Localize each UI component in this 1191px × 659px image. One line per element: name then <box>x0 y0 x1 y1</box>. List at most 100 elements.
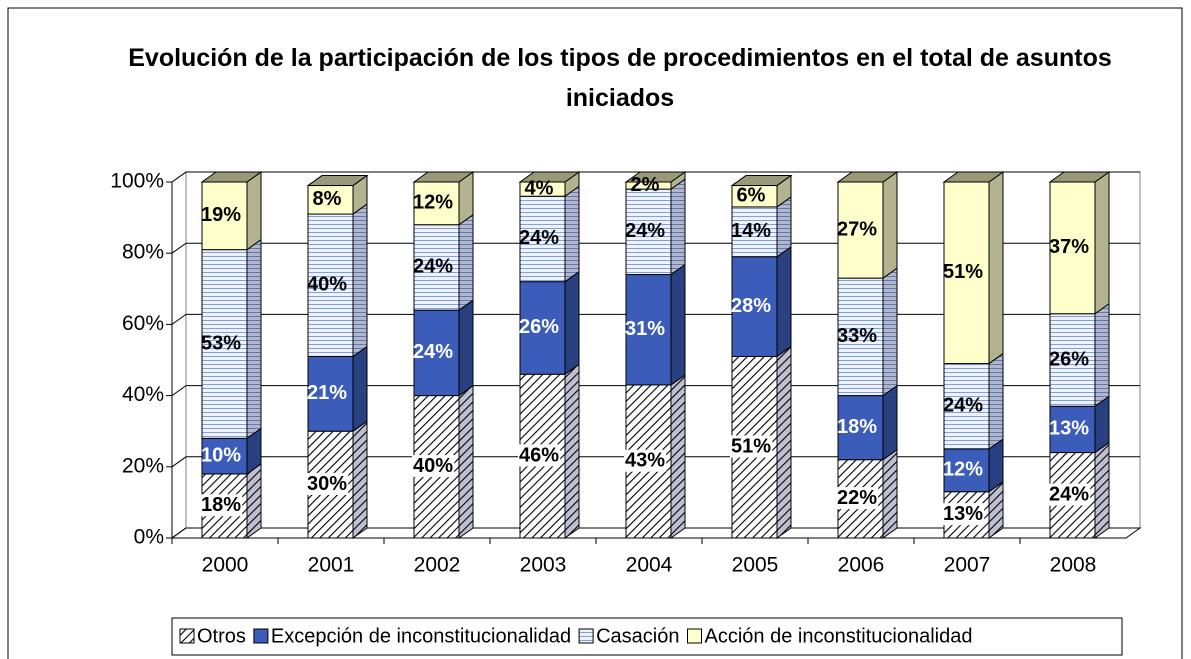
data-label: 33% <box>837 325 877 347</box>
data-label: 19% <box>201 204 241 226</box>
data-label: 4% <box>525 177 554 199</box>
data-label: 12% <box>943 459 983 481</box>
bar-top <box>518 171 581 183</box>
bar-side-shade <box>777 346 791 538</box>
x-tick-label: 2005 <box>732 554 779 577</box>
bar-side-shade <box>565 186 579 282</box>
bar-segment <box>1049 313 1096 407</box>
grid-line <box>171 313 1140 325</box>
bar-side-shade <box>247 463 261 538</box>
data-label: 51% <box>943 261 983 283</box>
grid-line <box>171 385 1140 397</box>
bar-top <box>624 171 687 183</box>
legend-swatch <box>687 628 702 644</box>
data-label: 24% <box>519 227 559 249</box>
data-label: 31% <box>625 318 665 340</box>
data-label-bg <box>623 449 667 472</box>
data-label: 22% <box>837 487 877 509</box>
data-label: 46% <box>519 444 559 466</box>
data-label: 13% <box>943 503 983 525</box>
legend-label: Otros <box>197 625 246 647</box>
bar-side-shade <box>671 374 685 538</box>
bar-side <box>246 171 262 251</box>
data-label: 14% <box>731 220 771 242</box>
x-tick-label: 2007 <box>944 554 991 577</box>
grid-line <box>171 456 1140 468</box>
legend-swatch <box>253 628 269 644</box>
data-label-bg <box>835 487 879 510</box>
legend-box <box>171 617 1123 656</box>
grid-line <box>171 242 1140 254</box>
bar-side-shade <box>247 239 261 439</box>
x-tick-label: 2004 <box>626 554 673 577</box>
bar-side <box>882 384 898 461</box>
bar-side-shade <box>777 196 791 257</box>
bar-segment <box>307 355 354 432</box>
bar-segment <box>943 448 990 493</box>
y-tick-label: 80% <box>122 241 164 264</box>
chart-title: Evolución de la participación de los tip… <box>128 44 1112 112</box>
legend: Otros Excepción de inconstitucionalidad Ca… <box>171 617 1123 656</box>
y-tick-label: 40% <box>122 383 164 406</box>
bar-side-shade <box>565 364 579 538</box>
data-label: 24% <box>625 220 665 242</box>
data-label: 10% <box>201 444 241 466</box>
data-label: 24% <box>413 256 453 278</box>
data-label: 2% <box>631 174 660 196</box>
data-label: 37% <box>1049 236 1089 258</box>
bar-segment <box>837 395 884 461</box>
data-label: 12% <box>413 192 453 214</box>
data-label: 26% <box>1049 348 1089 370</box>
bar-side-shade <box>989 481 1003 538</box>
data-label: 21% <box>307 382 347 404</box>
data-label: 24% <box>1049 484 1089 506</box>
data-label: 24% <box>413 341 453 363</box>
data-label: 51% <box>731 436 771 458</box>
y-tick-label: 0% <box>134 526 164 549</box>
y-tick-label: 60% <box>122 312 164 335</box>
bar-side-shade <box>989 353 1003 449</box>
bar-top <box>836 171 899 183</box>
x-tick-label: 2008 <box>1050 554 1097 577</box>
data-label: 28% <box>731 295 771 317</box>
data-label: 40% <box>307 274 347 296</box>
bar-side <box>776 245 792 358</box>
x-tick-label: 2002 <box>414 554 461 577</box>
data-label: 6% <box>737 185 766 207</box>
bar-segment <box>731 206 778 258</box>
grid-line <box>171 527 1140 539</box>
bar-top <box>306 175 369 187</box>
bar-side-shade <box>353 204 367 357</box>
bar-segment <box>413 181 460 226</box>
bar-side <box>670 263 686 386</box>
data-label-bg <box>517 444 561 467</box>
bar-segment <box>519 195 566 283</box>
data-label: 43% <box>625 450 665 472</box>
bar-segment <box>1049 181 1096 315</box>
legend-label: Acción de inconstitucionalidad <box>705 625 973 647</box>
data-label-bg <box>729 435 773 458</box>
bar-segment <box>1049 405 1096 454</box>
bar-side <box>988 171 1004 365</box>
bar-side-shade <box>883 449 897 538</box>
bar-side-shade <box>671 179 685 275</box>
side-wall <box>171 171 187 539</box>
bar-side-shade <box>353 421 367 538</box>
bar-segment <box>413 224 460 311</box>
bar-segment <box>201 249 248 439</box>
data-label-bg <box>941 503 985 526</box>
x-tick-label: 2003 <box>520 554 567 577</box>
bar-top <box>730 175 793 187</box>
bar-side-shade <box>883 268 897 396</box>
bar-side <box>882 171 898 280</box>
data-label: 26% <box>519 316 559 338</box>
data-label-bg <box>199 494 243 517</box>
bar-side-shade <box>459 385 473 538</box>
bar-side-shade <box>1095 303 1109 407</box>
bar-segment <box>625 274 672 386</box>
bar-segment <box>837 181 884 279</box>
bar-segment <box>413 309 460 397</box>
bar-segment <box>943 181 990 365</box>
bar-side <box>1094 171 1110 315</box>
